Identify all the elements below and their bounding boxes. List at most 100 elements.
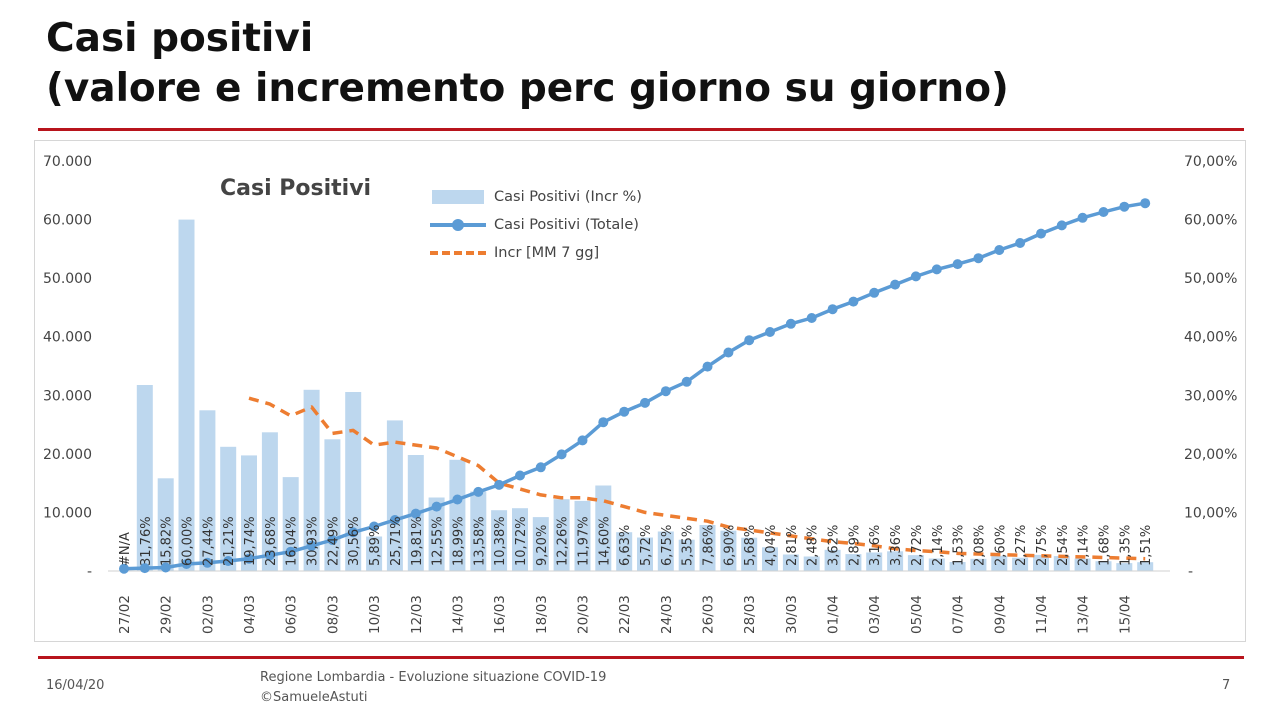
legend-swatch-line <box>430 216 486 234</box>
data-label-19: 10,72% <box>514 516 529 566</box>
y-left-tick-5: 50.000 <box>43 271 92 287</box>
footer-source-line2: ©SamueleAstuti <box>260 690 368 705</box>
data-label-39: 2,14% <box>931 525 946 566</box>
total-point-37 <box>890 279 901 290</box>
data-label-41: 2,08% <box>972 525 987 566</box>
x-tick-10: 18/03 <box>534 595 550 634</box>
data-label-2: 15,82% <box>160 516 175 566</box>
x-tick-17: 01/04 <box>826 595 842 634</box>
total-point-42 <box>994 245 1005 255</box>
bar-37 <box>887 551 904 571</box>
bar-20 <box>532 517 549 571</box>
data-label-1: 31,76% <box>139 516 154 566</box>
total-point-21 <box>556 449 567 460</box>
bar-19 <box>512 508 528 571</box>
x-tick-7: 12/03 <box>409 595 425 634</box>
y-left-tick-6: 60.000 <box>43 213 92 229</box>
total-point-25 <box>640 397 650 408</box>
bar-11 <box>345 392 362 571</box>
bar-49 <box>1137 562 1154 571</box>
data-label-40: 1,53% <box>952 525 967 566</box>
x-tick-5: 08/03 <box>325 595 341 634</box>
y-right-tick-2: 20,00% <box>1184 447 1237 463</box>
legend-label-totale: Casi Positivi (Totale) <box>494 217 639 233</box>
x-tick-1: 29/02 <box>159 595 175 634</box>
x-tick-4: 06/03 <box>284 595 300 634</box>
total-point-0 <box>119 563 129 574</box>
legend-item-mm: Incr [MM 7 gg] <box>430 239 642 267</box>
bar-25 <box>637 537 653 571</box>
footer-divider <box>38 656 1244 659</box>
total-point-14 <box>410 508 421 519</box>
data-label-33: 2,48% <box>806 525 821 566</box>
bar-44 <box>1033 554 1049 571</box>
bar-23 <box>595 485 612 571</box>
bar-42 <box>991 555 1008 571</box>
data-label-35: 2,89% <box>847 525 862 566</box>
footer-date: 16/04/20 <box>46 678 105 693</box>
x-tick-11: 20/03 <box>576 595 592 634</box>
x-tick-21: 09/04 <box>992 595 1008 634</box>
total-point-5 <box>223 556 234 566</box>
y-right-tick-0: - <box>1188 564 1193 580</box>
bar-26 <box>657 531 674 571</box>
bar-2 <box>157 478 174 571</box>
bar-27 <box>678 539 695 571</box>
total-point-23 <box>598 417 609 428</box>
data-label-21: 12,26% <box>556 516 571 566</box>
footer-source: Regione Lombardia - Evoluzione situazion… <box>260 668 606 708</box>
total-point-16 <box>452 494 463 505</box>
data-label-13: 25,71% <box>389 516 404 566</box>
total-point-44 <box>1036 228 1046 239</box>
y-left-tick-2: 20.000 <box>43 447 92 463</box>
total-point-31 <box>765 327 775 337</box>
total-point-43 <box>1015 238 1026 248</box>
data-label-10: 22,49% <box>326 516 341 566</box>
y-right-tick-5: 50,00% <box>1184 271 1237 287</box>
x-tick-13: 24/03 <box>659 595 675 634</box>
total-point-3 <box>181 559 192 569</box>
total-point-11 <box>348 527 359 538</box>
bar-9 <box>303 389 320 571</box>
bar-36 <box>866 552 883 571</box>
legend-swatch-bar <box>430 188 486 206</box>
bar-34 <box>824 549 841 571</box>
x-tick-16: 30/03 <box>784 595 800 634</box>
x-tick-9: 16/03 <box>492 595 508 634</box>
total-point-13 <box>389 515 400 525</box>
total-point-38 <box>910 271 921 282</box>
legend-swatch-dash <box>430 244 486 262</box>
data-label-31: 4,04% <box>764 525 779 566</box>
total-point-47 <box>1098 207 1109 217</box>
data-label-5: 21,21% <box>222 516 237 566</box>
total-point-49 <box>1140 198 1151 209</box>
data-label-45: 2,54% <box>1056 525 1071 566</box>
total-point-9 <box>306 540 317 551</box>
bar-7 <box>261 432 278 571</box>
data-label-3: 60,00% <box>181 516 196 566</box>
x-tick-3: 04/03 <box>242 595 258 634</box>
bar-1 <box>136 385 153 571</box>
data-label-15: 12,55% <box>431 516 446 566</box>
y-right-tick-6: 60,00% <box>1184 213 1237 229</box>
bar-43 <box>1012 557 1029 571</box>
total-point-46 <box>1077 212 1088 223</box>
x-tick-14: 26/03 <box>701 595 717 634</box>
total-point-35 <box>848 296 859 307</box>
x-tick-2: 02/03 <box>200 595 216 634</box>
data-label-32: 2,81% <box>785 525 800 566</box>
total-point-24 <box>619 406 630 417</box>
bar-33 <box>803 556 820 571</box>
bar-8 <box>282 477 299 571</box>
data-label-0: #N/A <box>118 532 133 566</box>
bar-30 <box>741 537 758 571</box>
bar-31 <box>762 547 778 571</box>
chart-title: Casi Positivi <box>220 176 372 201</box>
data-label-48: 1,35% <box>1118 525 1133 566</box>
legend-item-incr: Casi Positivi (Incr %) <box>430 183 642 211</box>
bar-15 <box>428 497 445 571</box>
data-label-26: 6,75% <box>660 525 675 566</box>
y-left-tick-4: 40.000 <box>43 330 92 346</box>
data-label-46: 2,14% <box>1077 525 1092 566</box>
